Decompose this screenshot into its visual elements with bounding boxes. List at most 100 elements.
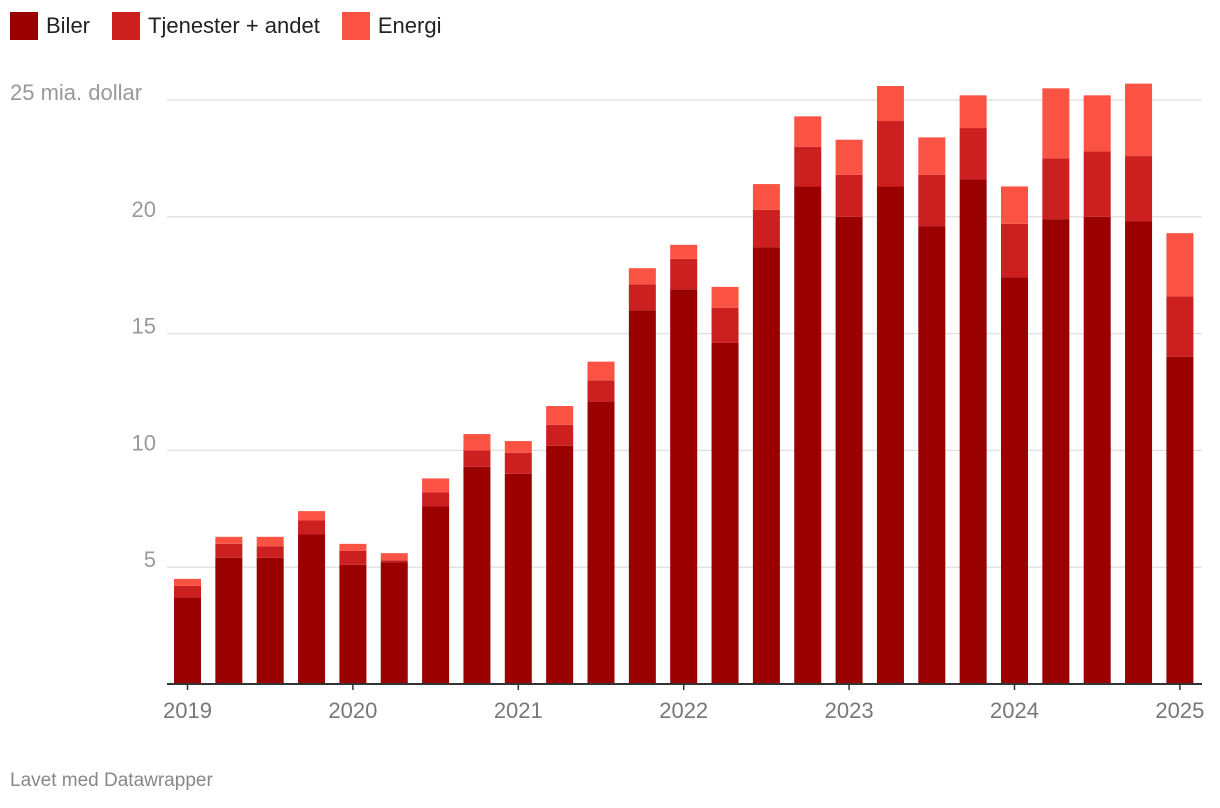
bar-segment — [174, 585, 201, 598]
bar-segment — [587, 380, 615, 402]
bar-segment — [794, 186, 822, 684]
bar-segment — [1125, 156, 1153, 222]
bar-segment — [256, 536, 284, 547]
y-tick-label: 5 — [144, 547, 156, 572]
bar-segment — [339, 550, 367, 565]
bar-segment — [918, 226, 946, 685]
bar-segment — [463, 450, 491, 467]
bar-segment — [959, 179, 987, 684]
bar-segment — [298, 534, 326, 684]
legend-item: Biler — [10, 12, 90, 40]
bar-segment — [422, 492, 450, 507]
bar-segment — [752, 247, 780, 684]
bar-segment — [876, 186, 904, 684]
x-tick-label: 2021 — [494, 698, 543, 723]
bar-segment — [256, 557, 284, 684]
bar-segment — [711, 286, 739, 308]
bar-segment — [752, 184, 780, 210]
bar-segment — [463, 466, 491, 684]
x-tick-label: 2020 — [328, 698, 377, 723]
bar-segment — [546, 445, 574, 684]
bar-segment — [835, 174, 863, 217]
legend-swatch — [341, 12, 370, 40]
bar-segment — [587, 361, 615, 381]
bar-segment — [1001, 223, 1028, 278]
bar-segment — [918, 137, 946, 175]
bar-segment — [215, 536, 243, 544]
bar-segment — [1001, 277, 1028, 684]
bar-segment — [422, 478, 450, 493]
bar-segment — [1125, 221, 1153, 685]
x-tick-label: 2025 — [1155, 698, 1204, 723]
bar-segment — [174, 597, 201, 684]
x-tick-label: 2024 — [990, 698, 1039, 723]
bar-segment — [463, 434, 491, 451]
bar-segment — [298, 520, 326, 535]
bar-segment — [380, 562, 408, 684]
bar-segment — [959, 95, 987, 129]
y-tick-label: 20 — [132, 197, 156, 222]
bar-segment — [1042, 158, 1070, 220]
stacked-bar-chart: 2019 2020 2021 2022 2023 2024 2025 25 mia. dol… — [10, 80, 1204, 723]
bar-segment — [422, 506, 450, 684]
legend: Biler Tjenester + andet Energi — [10, 12, 463, 40]
y-tick-label: 15 — [132, 314, 156, 339]
bar-segment — [1001, 186, 1028, 224]
bar-segment — [959, 128, 987, 180]
bar-segment — [546, 406, 574, 425]
bar-segment — [1083, 151, 1111, 217]
bar-segment — [794, 116, 822, 147]
legend-label: Biler — [46, 13, 91, 38]
x-tick-label: 2023 — [825, 698, 874, 723]
bar-segment — [628, 284, 656, 311]
bar-segment — [174, 578, 201, 586]
bar-segment — [835, 216, 863, 685]
bar-segment — [1166, 356, 1194, 684]
legend-swatch — [10, 12, 38, 40]
bar-segment — [628, 310, 656, 684]
bar-segment — [1042, 88, 1070, 159]
bar-segment — [504, 441, 532, 453]
bar-segment — [628, 268, 656, 285]
bar-segment — [794, 146, 822, 187]
bar-segment — [380, 560, 408, 563]
legend-swatch — [112, 12, 141, 40]
x-tick-label: 2019 — [163, 698, 212, 723]
bar-segment — [670, 289, 698, 684]
bar-segment — [1166, 296, 1194, 357]
bar-segment — [1083, 216, 1111, 685]
legend-label: Energi — [377, 13, 442, 38]
bar-segment — [1042, 219, 1070, 685]
legend-label: Tjenester + andet — [148, 13, 320, 38]
bar-segment — [670, 258, 698, 290]
bar-segment — [215, 543, 243, 558]
bar-segment — [546, 424, 574, 446]
bar-segment — [876, 121, 904, 187]
bar-segment — [215, 557, 243, 684]
y-tick-label: 10 — [132, 430, 156, 455]
bar-segment — [835, 139, 863, 175]
bar-segment — [1083, 95, 1111, 152]
bar-segment — [339, 564, 367, 684]
bar-segment — [752, 209, 780, 248]
bar-segment — [380, 553, 408, 561]
bar-segment — [504, 473, 532, 684]
bar-segment — [587, 401, 615, 684]
bar-segment — [298, 511, 326, 521]
bars — [174, 83, 1194, 685]
bar-segment — [876, 85, 904, 122]
bar-segment — [1166, 233, 1194, 297]
x-axis: 2019 2020 2021 2022 2023 2024 2025 — [163, 683, 1204, 723]
legend-item: Energi — [341, 12, 442, 40]
bar-segment — [711, 307, 739, 343]
bar-segment — [670, 244, 698, 259]
bar-segment — [339, 543, 367, 551]
credit-text: Lavet med Datawrapper — [10, 770, 213, 791]
x-tick-label: 2022 — [659, 698, 708, 723]
bar-segment — [504, 452, 532, 474]
bar-segment — [256, 546, 284, 558]
legend-item: Tjenester + andet — [112, 12, 320, 40]
y-axis-labels: 25 mia. dollar 20 15 10 5 — [10, 80, 156, 572]
bar-segment — [1125, 83, 1153, 157]
y-tick-label: 25 mia. dollar — [10, 80, 142, 105]
